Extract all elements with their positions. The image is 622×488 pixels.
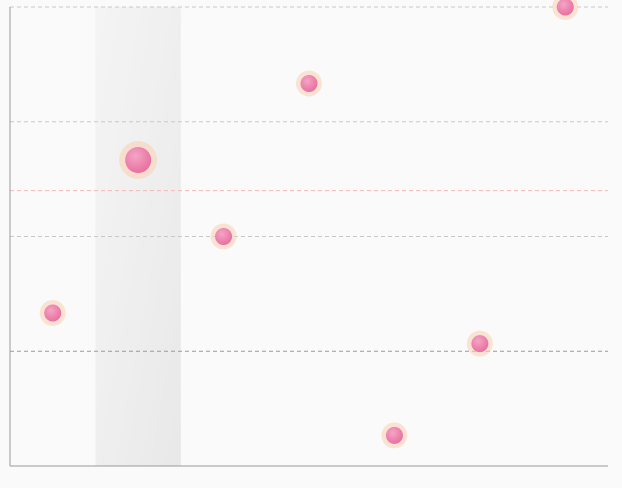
data-point-marker — [215, 228, 233, 245]
data-point-marker — [385, 426, 403, 444]
data-point-marker — [471, 335, 489, 353]
axis-layer — [9, 7, 608, 467]
data-point — [552, 0, 579, 20]
data-point — [381, 422, 408, 449]
data-point — [296, 70, 322, 97]
data-point — [466, 330, 493, 357]
data-point-marker — [125, 147, 152, 173]
points-layer — [39, 0, 579, 449]
data-point-marker — [44, 304, 62, 322]
data-point — [210, 223, 237, 250]
data-point-marker — [556, 0, 574, 16]
data-point — [39, 300, 66, 326]
data-point-marker — [300, 75, 318, 92]
data-point — [119, 141, 158, 179]
grid-layer — [10, 6, 608, 352]
